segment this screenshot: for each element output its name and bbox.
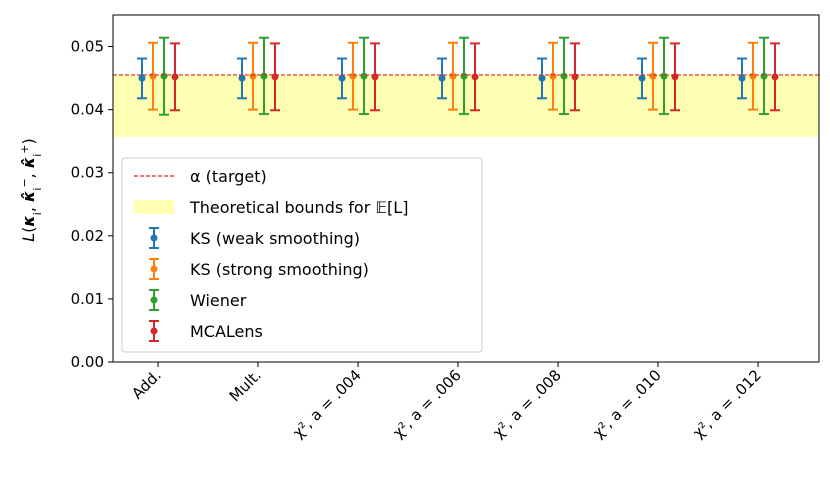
error-bar (648, 41, 658, 111)
data-point (149, 72, 157, 80)
data-point (349, 72, 357, 80)
y-tick-label: 0.02 (71, 227, 104, 245)
error-bar (759, 36, 769, 116)
legend-handle-marker (150, 327, 158, 335)
x-axis: Add. Mult. χ², a = .004 χ², a = .006 χ², a =… (128, 362, 765, 442)
x-tick-label: χ², a = .012 (689, 366, 765, 442)
x-tick-label: χ², a = .004 (289, 366, 365, 442)
y-tick-label: 0.04 (71, 101, 104, 119)
plot-frame (112, 14, 820, 363)
data-point (538, 74, 546, 82)
data-point (549, 72, 557, 80)
data-point (260, 72, 268, 80)
legend-box (121, 157, 483, 353)
data-point (360, 72, 368, 80)
x-tick-label: χ², a = .008 (489, 366, 565, 442)
y-tick-label: 0.01 (71, 290, 104, 308)
error-bar (448, 41, 458, 111)
x-tick-label: χ², a = .006 (389, 366, 465, 442)
error-bar (437, 57, 447, 100)
data-point (238, 74, 246, 82)
y-tick-label: 0.03 (71, 164, 104, 182)
data-point (749, 72, 757, 80)
legend-handle-bounds (134, 200, 174, 214)
data-point (249, 72, 257, 80)
error-bar (670, 42, 680, 112)
error-bar (137, 57, 147, 100)
error-bar (748, 41, 758, 111)
data-point (460, 72, 468, 80)
x-tick-label: χ², a = .010 (589, 366, 665, 442)
y-tick-label: 0.05 (71, 38, 104, 56)
theoretical-bounds-band (113, 74, 819, 137)
data-point (760, 72, 768, 80)
legend-label: Theoretical bounds for 𝔼[L] (189, 198, 408, 217)
error-bar (737, 57, 747, 100)
data-point (738, 74, 746, 82)
legend-handle-marker (150, 234, 158, 242)
error-bar (348, 41, 358, 111)
data-point (160, 72, 168, 80)
legend-handle-marker (150, 265, 158, 273)
error-bar (459, 36, 469, 116)
legend-label: Wiener (190, 291, 247, 310)
error-bar (637, 57, 647, 100)
error-bar (337, 57, 347, 100)
legend-label: KS (weak smoothing) (190, 229, 360, 248)
y-axis-label: L(κi, κ̂i−, κ̂i+) (18, 138, 44, 242)
error-bars (137, 36, 780, 116)
x-tick-label: Add. (128, 366, 165, 403)
legend-handle-marker (150, 296, 158, 304)
y-tick-label: 0.00 (71, 353, 104, 371)
legend-label: MCALens (190, 322, 263, 341)
data-point (638, 74, 646, 82)
legend-label: KS (strong smoothing) (190, 260, 369, 279)
data-point (138, 74, 146, 82)
error-bar (237, 57, 247, 100)
data-point (649, 72, 657, 80)
legend-label: α (target) (190, 167, 267, 186)
data-point (660, 72, 668, 80)
error-bar (537, 57, 547, 100)
data-point (438, 74, 446, 82)
legend: α (target) Theoretical bounds for 𝔼[L] KS … (121, 157, 483, 353)
x-tick-label: Mult. (226, 366, 265, 405)
data-point (449, 72, 457, 80)
data-point (560, 72, 568, 80)
data-point (338, 74, 346, 82)
y-axis: 0.00 0.01 0.02 0.03 0.04 0.05 (71, 38, 113, 371)
